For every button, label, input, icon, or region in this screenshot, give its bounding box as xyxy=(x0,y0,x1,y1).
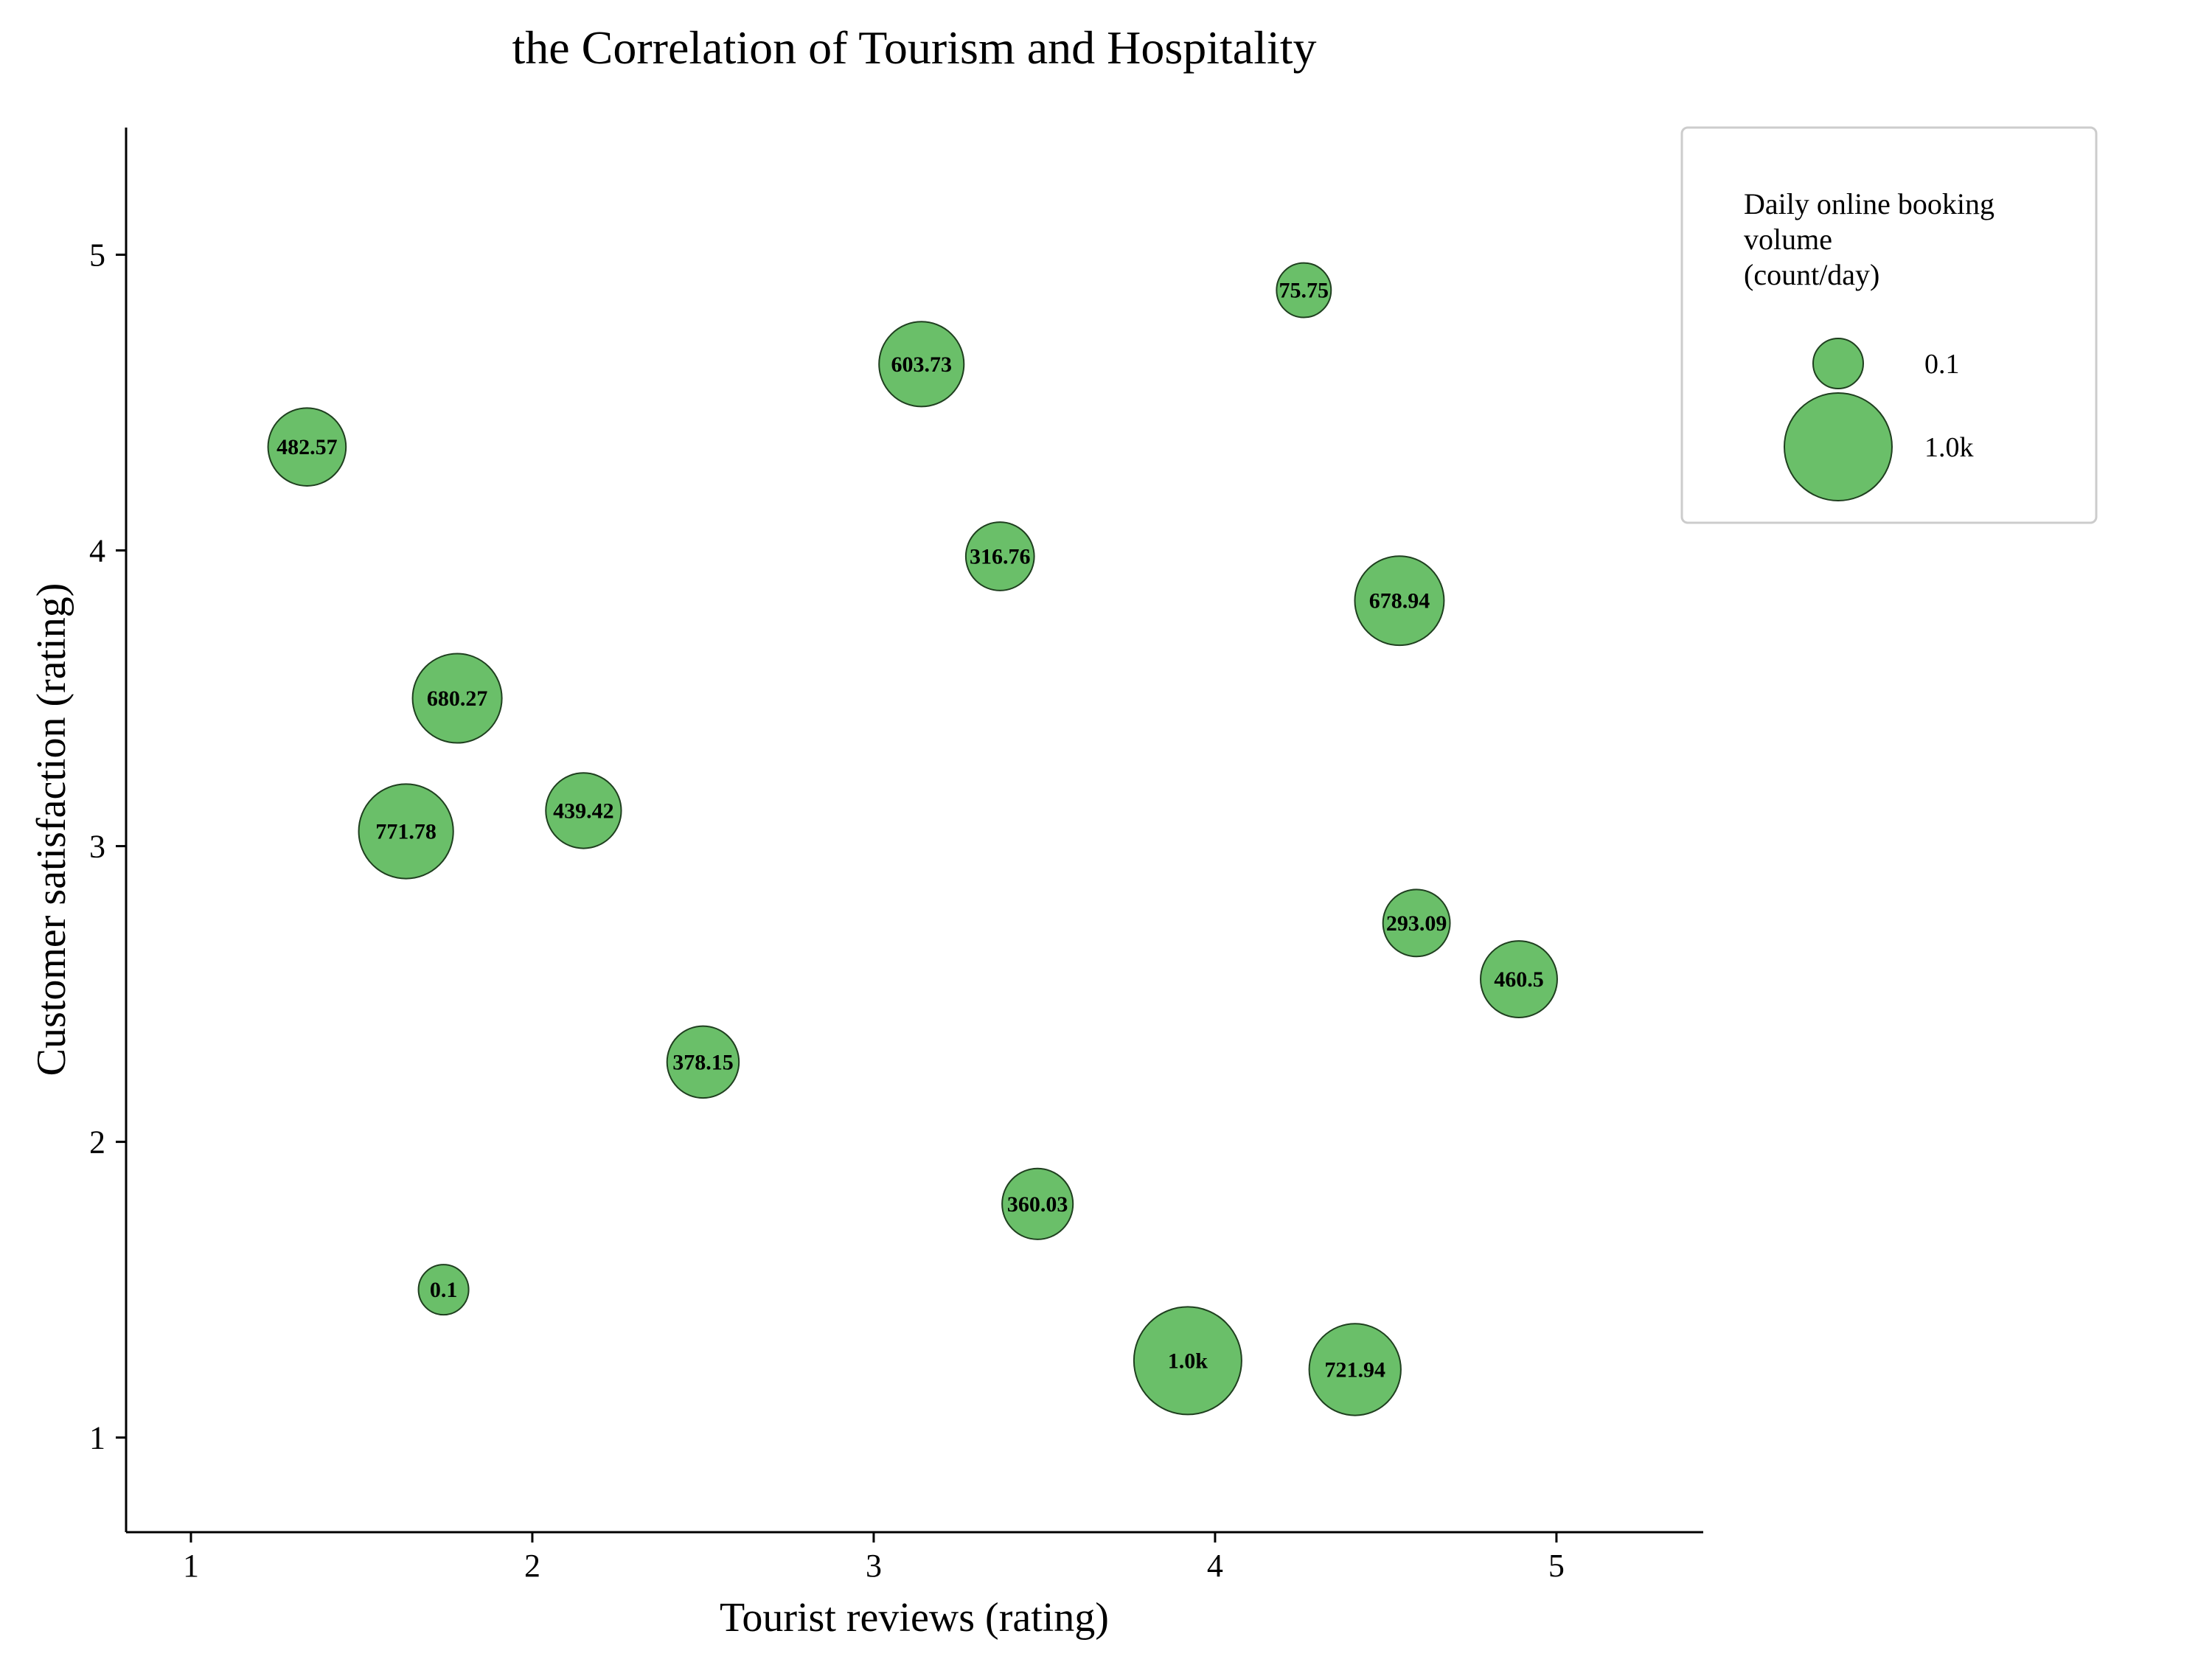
bubble-point xyxy=(1354,555,1445,647)
bubble-data-label: 721.94 xyxy=(1325,1357,1386,1382)
legend-title-line-3: (count/day) xyxy=(1744,258,1879,291)
bubble-data-label: 316.76 xyxy=(970,545,1031,569)
bubble-point xyxy=(1308,1323,1402,1416)
legend-title-line-1: Daily online booking xyxy=(1744,187,1994,220)
bubble-data-label: 603.73 xyxy=(891,352,953,377)
bubble-point xyxy=(964,521,1035,591)
legend-title: Daily online booking volume (count/day) xyxy=(1744,187,2002,291)
bubble-point xyxy=(666,1025,740,1099)
legend-bubble xyxy=(1812,338,1864,389)
x-tick-label: 4 xyxy=(1207,1548,1223,1584)
bubble-data-label: 680.27 xyxy=(427,686,488,711)
legend-entry-label: 1.0k xyxy=(1924,432,1974,463)
legend-entries: 0.1 1.0k xyxy=(1784,338,1974,501)
bubble-point xyxy=(1001,1167,1074,1240)
x-tick-label: 2 xyxy=(524,1548,540,1584)
bubble-point xyxy=(267,407,347,487)
bubble-data-label: 482.57 xyxy=(276,435,338,459)
bubble-point xyxy=(1276,262,1332,319)
bubble-point xyxy=(1133,1306,1242,1416)
bubble-point xyxy=(545,772,622,849)
y-tick-label: 2 xyxy=(89,1124,105,1161)
x-tick-label: 3 xyxy=(866,1548,882,1584)
bubble-data-label: 378.15 xyxy=(672,1050,734,1074)
x-axis-label: Tourist reviews (rating) xyxy=(720,1595,1109,1641)
bubble-data-label: 293.09 xyxy=(1386,911,1447,936)
y-ticks: 1 2 3 4 5 xyxy=(89,237,126,1456)
x-ticks: 1 2 3 4 5 xyxy=(183,1532,1565,1584)
legend: Daily online booking volume (count/day) … xyxy=(1680,126,2098,524)
y-tick-label: 4 xyxy=(89,533,105,569)
y-tick-label: 1 xyxy=(89,1420,105,1456)
plot-area: 1 2 3 4 5 1 2 3 4 5 482.57 603.73 75.75 316.76 678.9… xyxy=(89,128,1703,1584)
x-tick-label: 1 xyxy=(183,1548,199,1584)
bubble-point xyxy=(411,653,503,744)
bubble-data-label: 678.94 xyxy=(1369,589,1430,613)
bubble-point xyxy=(878,321,965,408)
legend-frame xyxy=(1680,126,2098,524)
y-tick-label: 5 xyxy=(89,237,105,273)
legend-title-line-2: volume xyxy=(1744,223,1832,256)
bubble-data-label: 1.0k xyxy=(1168,1349,1208,1373)
legend-bubble xyxy=(1784,392,1893,501)
chart-title: the Correlation of Tourism and Hospitali… xyxy=(512,21,1316,74)
bubbles: 482.57 603.73 75.75 316.76 678.94 680.27 771.7… xyxy=(267,262,1558,1416)
bubble-point xyxy=(1480,940,1558,1018)
y-axis-label: Customer satisfaction (rating) xyxy=(29,583,74,1077)
bubble-point xyxy=(1382,888,1451,958)
bubble-data-label: 75.75 xyxy=(1279,279,1329,303)
y-tick-label: 3 xyxy=(89,829,105,865)
bubble-data-label: 771.78 xyxy=(375,820,437,844)
bubble-point xyxy=(417,1264,470,1316)
bubble-point xyxy=(358,783,454,880)
x-tick-label: 5 xyxy=(1548,1548,1565,1584)
legend-entry-label: 0.1 xyxy=(1924,349,1960,380)
bubble-data-label: 0.1 xyxy=(430,1278,458,1302)
bubble-data-label: 360.03 xyxy=(1007,1192,1068,1217)
bubble-data-label: 439.42 xyxy=(553,799,614,823)
bubble-data-label: 460.5 xyxy=(1494,967,1544,992)
